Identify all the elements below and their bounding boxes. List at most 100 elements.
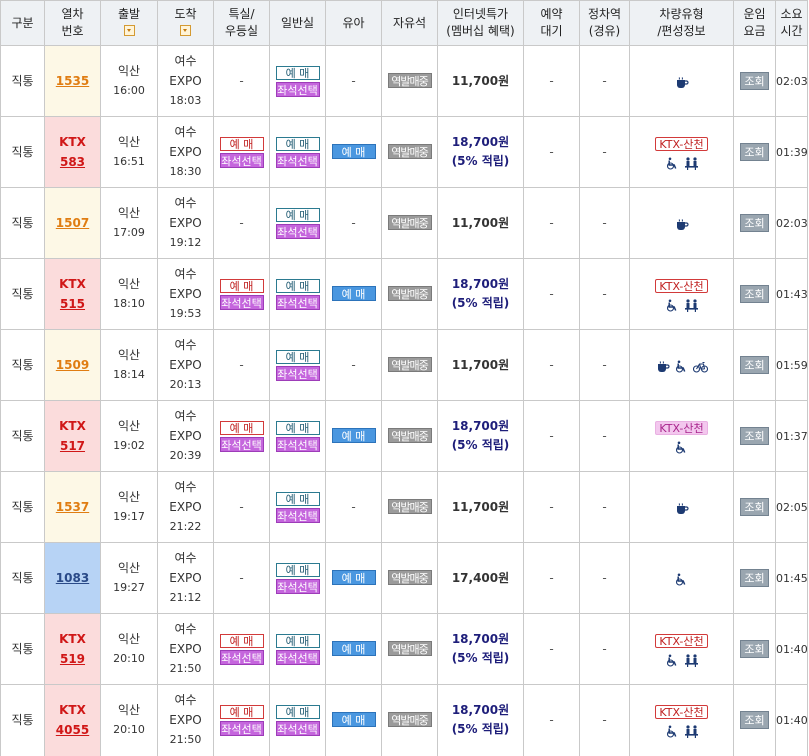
header-depart[interactable]: 출발 (100, 0, 158, 46)
infant-reserve-button[interactable]: 예 매 (331, 144, 376, 159)
general-reserve-button[interactable]: 예 매 (275, 278, 320, 293)
general-seat-select-button[interactable]: 좌석선택 (275, 365, 320, 381)
general-seat-select-button[interactable]: 좌석선택 (275, 649, 320, 665)
cell-duration: 01:59 (775, 329, 808, 401)
general-reserve-button[interactable]: 예 매 (275, 562, 320, 577)
duration-value: 01:39 (776, 145, 808, 159)
infant-reserve-button[interactable]: 예 매 (331, 641, 376, 656)
train-number-link[interactable]: 4055 (55, 723, 90, 738)
arrive-station-sub: EXPO (169, 713, 202, 728)
fare-view-button[interactable]: 조회 (740, 498, 769, 516)
train-number-link[interactable]: 583 (59, 155, 86, 169)
vehicle-type-badge: KTX-산천 (655, 421, 708, 435)
fare-view-button[interactable]: 조회 (740, 285, 769, 303)
general-seat-select-button[interactable]: 좌석선택 (275, 578, 320, 594)
general-seat-select-button[interactable]: 좌석선택 (275, 81, 320, 97)
depart-station: 익산 (117, 490, 141, 504)
special-reserve-button[interactable]: 예 매 (219, 278, 264, 293)
train-number-link[interactable]: 1083 (55, 571, 90, 585)
cell-internet-price: 18,700원 (5% 적립) (437, 258, 524, 330)
cell-arrive: 여수 EXPO 21:50 (157, 613, 214, 685)
train-number-link[interactable]: 519 (59, 652, 86, 666)
fare-view-button[interactable]: 조회 (740, 143, 769, 161)
cell-type: 직통 (0, 684, 45, 756)
cell-stop: - (579, 613, 630, 685)
train-number-link[interactable]: 1509 (55, 358, 90, 372)
general-seat-select-button[interactable]: 좌석선택 (275, 294, 320, 310)
fare-view-button[interactable]: 조회 (740, 214, 769, 232)
train-number-link[interactable]: 1507 (55, 216, 90, 230)
header-free-seat: 자유석 (381, 0, 438, 46)
cell-reserve-wait: - (523, 684, 580, 756)
header-arrive[interactable]: 도착 (157, 0, 214, 46)
infant-reserve-button[interactable]: 예 매 (331, 712, 376, 728)
arrive-station-sub: EXPO (169, 500, 202, 514)
cell-vehicle (629, 329, 734, 401)
duration-value: 01:43 (776, 287, 808, 301)
infant-reserve-button[interactable]: 예 매 (331, 286, 376, 301)
infant-unavailable: - (351, 216, 356, 230)
cell-stop: - (579, 45, 630, 117)
arrive-station-sub: EXPO (169, 429, 202, 443)
train-number-link[interactable]: 517 (59, 439, 86, 453)
sort-icon[interactable] (123, 24, 135, 36)
cell-type: 직통 (0, 542, 45, 614)
special-seat-select-button[interactable]: 좌석선택 (219, 436, 264, 452)
fare-view-button[interactable]: 조회 (740, 711, 769, 730)
special-reserve-button[interactable]: 예 매 (219, 420, 264, 435)
fare-view-button[interactable]: 조회 (740, 427, 769, 445)
arrive-station-sub: EXPO (169, 642, 202, 656)
arrive-station: 여수 (174, 196, 197, 210)
cell-infant: - (325, 187, 382, 259)
train-number-link[interactable]: 1535 (55, 74, 90, 88)
special-reserve-button[interactable]: 예 매 (219, 136, 264, 151)
cell-train-no: KTX 4055 (44, 684, 101, 756)
cell-fare: 조회 (733, 684, 776, 756)
infant-reserve-button[interactable]: 예 매 (331, 570, 376, 585)
general-seat-select-button[interactable]: 좌석선택 (275, 720, 320, 736)
train-number-link[interactable]: 1537 (55, 500, 90, 514)
fare-view-button[interactable]: 조회 (740, 640, 769, 658)
cell-free-seat: 역발매중 (381, 258, 438, 330)
special-reserve-button[interactable]: 예 매 (219, 633, 264, 648)
general-reserve-button[interactable]: 예 매 (275, 349, 320, 364)
special-seat-select-button[interactable]: 좌석선택 (219, 720, 264, 736)
general-reserve-button[interactable]: 예 매 (275, 491, 320, 506)
general-reserve-button[interactable]: 예 매 (275, 420, 320, 435)
cell-duration: 01:43 (775, 258, 808, 330)
train-type-label: KTX (59, 419, 86, 433)
fare-view-button[interactable]: 조회 (740, 569, 769, 587)
duration-value: 01:59 (776, 358, 808, 372)
infant-reserve-button[interactable]: 예 매 (331, 428, 376, 443)
general-seat-select-button[interactable]: 좌석선택 (275, 152, 320, 168)
cell-stop: - (579, 400, 630, 472)
general-reserve-button[interactable]: 예 매 (275, 136, 320, 151)
cell-internet-price: 11,700원 (437, 471, 524, 543)
sort-icon[interactable] (180, 24, 191, 36)
special-seat-select-button[interactable]: 좌석선택 (219, 294, 264, 310)
train-number-link[interactable]: 515 (59, 297, 86, 311)
station-sale-badge: 역발매중 (387, 570, 432, 585)
cafe-icon (655, 360, 670, 373)
special-reserve-button[interactable]: 예 매 (219, 704, 264, 719)
cell-infant: 예 매 (325, 684, 382, 756)
fare-view-button[interactable]: 조회 (740, 72, 769, 90)
special-seat-select-button[interactable]: 좌석선택 (219, 152, 264, 168)
cell-fare: 조회 (733, 542, 776, 614)
station-sale-badge: 역발매중 (387, 215, 432, 230)
cell-infant: 예 매 (325, 258, 382, 330)
general-seat-select-button[interactable]: 좌석선택 (275, 507, 320, 523)
general-seat-select-button[interactable]: 좌석선택 (275, 223, 320, 239)
general-seat-select-button[interactable]: 좌석선택 (275, 436, 320, 452)
fare-view-button[interactable]: 조회 (740, 356, 769, 374)
general-reserve-button[interactable]: 예 매 (275, 207, 320, 222)
price-benefit: (5% 적립) (451, 438, 510, 452)
cell-internet-price: 18,700원 (5% 적립) (437, 684, 524, 756)
general-reserve-button[interactable]: 예 매 (275, 704, 320, 719)
cell-fare: 조회 (733, 329, 776, 401)
general-reserve-button[interactable]: 예 매 (275, 633, 320, 648)
header-general: 일반실 (269, 0, 326, 46)
special-seat-select-button[interactable]: 좌석선택 (219, 649, 264, 665)
general-reserve-button[interactable]: 예 매 (275, 65, 320, 80)
